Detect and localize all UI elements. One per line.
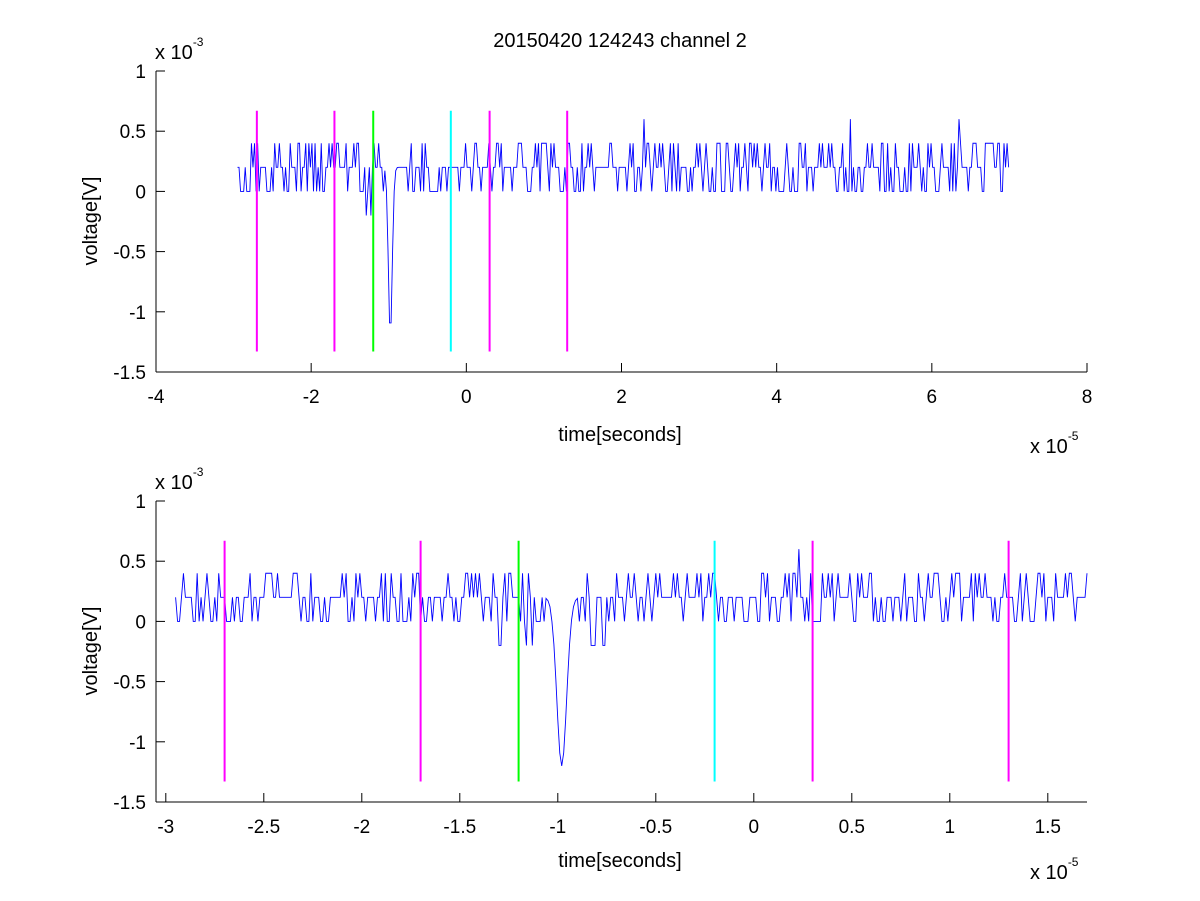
top-y-multiplier-base: x 10 [155,42,193,64]
bottom-x-multiplier-base: x 10 [1030,862,1068,884]
top-x-axis-label: time[seconds] [558,424,681,446]
bottom-ticks: -3 -2.5 -2 -1.5 -1 -0.5 0 0.5 1 1.5 -1.5 -1 -0.5 0 0.5… [113,492,1061,838]
bottom-x-tick-label: 0 [749,817,760,838]
top-marker-layer [255,110,569,352]
bottom-x-tick-label: -2.5 [247,817,280,838]
top-signal-layer [237,119,1010,324]
bottom-x-multiplier: x 10-5 [1030,855,1079,884]
bottom-signal-layer [175,549,1088,766]
bottom-x-tick-label: 0.5 [839,817,865,838]
top-x-multiplier-exponent: -5 [1068,429,1079,443]
bottom-x-multiplier-exponent: -5 [1068,855,1079,869]
bottom-y-tick-label: 0.5 [120,552,146,573]
top-x-tick-label: 2 [616,387,627,408]
top-ticks: -4 -2 0 2 4 6 8 -1.5 -1 -0.5 0 0.5 1 [113,62,1092,408]
top-x-tick-label: 6 [927,387,938,408]
bottom-y-tick-label: -1.5 [113,793,146,814]
bottom-x-axis-label: time[seconds] [558,850,681,872]
bottom-x-tick-label: -0.5 [639,817,672,838]
bottom-marker-layer [223,540,1010,782]
top-x-tick-label: 8 [1082,387,1093,408]
top-y-axis-label: voltage[V] [80,177,102,266]
top-plot: -4 -2 0 2 4 6 8 -1.5 -1 -0.5 0 0.5 1 time[seconds] v… [80,35,1092,458]
top-y-tick-label: 1 [135,62,146,83]
bottom-y-tick-label: 0 [135,612,146,633]
bottom-y-tick-label: -0.5 [113,673,146,694]
figure-title: 20150420 124243 channel 2 [493,30,747,52]
bottom-plot: -3 -2.5 -2 -1.5 -1 -0.5 0 0.5 1 1.5 -1.5 -1 -0.5 0 0.5… [80,465,1088,884]
top-y-multiplier-exponent: -3 [193,35,204,49]
bottom-x-tick-label: 1 [945,817,956,838]
top-y-tick-label: -1 [129,303,146,324]
top-signal-line [237,119,1010,324]
top-y-tick-label: 0.5 [120,122,146,143]
top-x-tick-label: 4 [771,387,782,408]
bottom-y-tick-label: -1 [129,733,146,754]
bottom-y-axis-label: voltage[V] [80,607,102,696]
top-x-multiplier: x 10-5 [1030,429,1079,458]
top-y-tick-label: -0.5 [113,243,146,264]
top-x-tick-label: -2 [303,387,320,408]
bottom-x-tick-label: -1.5 [443,817,476,838]
top-x-tick-label: -4 [148,387,165,408]
bottom-x-tick-label: -1 [549,817,566,838]
bottom-x-tick-label: -3 [157,817,174,838]
top-y-tick-label: -1.5 [113,363,146,384]
top-x-tick-label: 0 [461,387,472,408]
bottom-signal-line [175,549,1088,766]
top-x-multiplier-base: x 10 [1030,436,1068,458]
bottom-y-multiplier: x 10-3 [155,465,204,494]
bottom-axes-frame [155,501,1087,803]
top-y-tick-label: 0 [135,182,146,203]
bottom-x-tick-label: 1.5 [1035,817,1061,838]
bottom-x-tick-label: -2 [353,817,370,838]
bottom-y-multiplier-base: x 10 [155,472,193,494]
top-y-multiplier: x 10-3 [155,35,204,64]
bottom-y-tick-label: 1 [135,492,146,513]
bottom-y-multiplier-exponent: -3 [193,465,204,479]
